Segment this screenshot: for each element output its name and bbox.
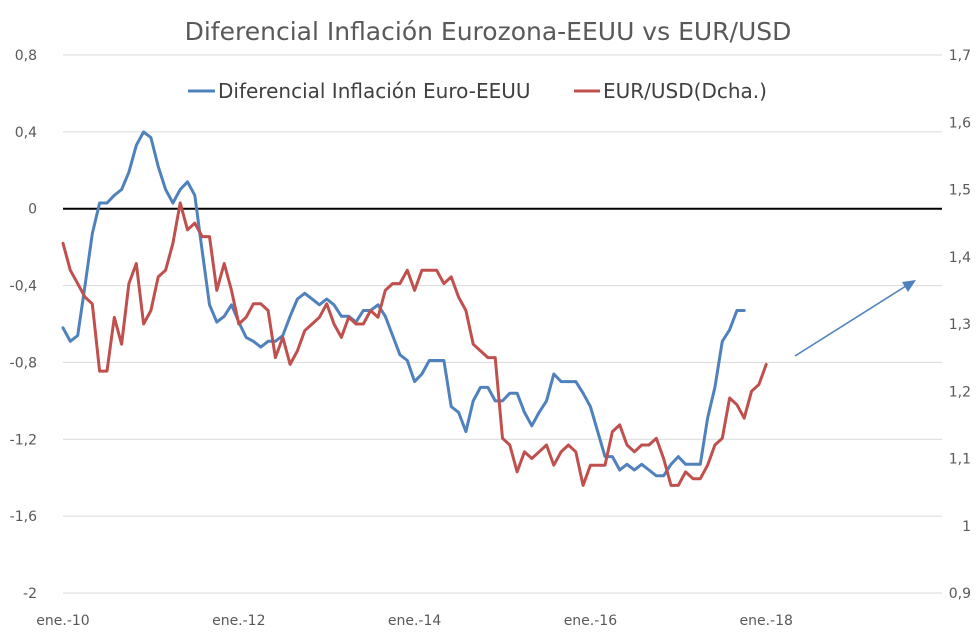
left-tick-label: 0,8 xyxy=(15,48,37,64)
x-tick-label: ene.-10 xyxy=(36,613,89,629)
right-tick-label: 1,3 xyxy=(949,317,971,333)
right-tick-label: 1,5 xyxy=(949,183,971,199)
right-tick-label: 1,6 xyxy=(949,115,971,131)
left-axis-ticks: -2 -1,6 -1,2 -0,8 -0,4 0 0,4 0,8 xyxy=(10,48,37,602)
x-tick-label: ene.-18 xyxy=(739,613,792,629)
chart-title: Diferencial Inflación Eurozona-EEUU vs E… xyxy=(185,17,792,46)
left-tick-label: -0,8 xyxy=(10,355,37,371)
right-tick-label: 1,4 xyxy=(949,250,971,266)
left-tick-label: 0 xyxy=(28,202,37,218)
x-tick-label: ene.-12 xyxy=(212,613,265,629)
x-tick-label: ene.-14 xyxy=(388,613,442,629)
right-tick-label: 1,7 xyxy=(949,48,971,64)
legend: Diferencial Inflación Euro-EEUU EUR/USD(… xyxy=(188,79,767,103)
left-tick-label: -2 xyxy=(23,586,37,602)
right-tick-label: 0,9 xyxy=(949,586,971,602)
legend-label-eurusd: EUR/USD(Dcha.) xyxy=(603,79,767,103)
left-tick-label: -1,2 xyxy=(10,432,37,448)
right-tick-label: 1,2 xyxy=(949,384,971,400)
x-axis-ticks: ene.-10 ene.-12 ene.-14 ene.-16 ene.-18 xyxy=(36,613,793,629)
left-tick-label: -1,6 xyxy=(10,509,37,525)
series-layer xyxy=(61,130,768,487)
left-tick-label: -0,4 xyxy=(10,279,37,295)
series-line-inflation-differential xyxy=(61,130,746,478)
annotation-arrow-head xyxy=(902,280,916,292)
series-line-eurusd xyxy=(61,201,768,487)
right-tick-label: 1 xyxy=(962,519,971,535)
right-tick-label: 1,1 xyxy=(949,452,971,468)
left-tick-label: 0,4 xyxy=(15,125,37,141)
right-axis-ticks: 0,9 1 1,1 1,2 1,3 1,4 1,5 1,6 1,7 xyxy=(949,48,971,602)
legend-label-inflation: Diferencial Inflación Euro-EEUU xyxy=(218,79,531,103)
annotation-arrow-line xyxy=(794,285,907,357)
annotation-arrow xyxy=(794,280,916,357)
x-tick-label: ene.-16 xyxy=(564,613,618,629)
